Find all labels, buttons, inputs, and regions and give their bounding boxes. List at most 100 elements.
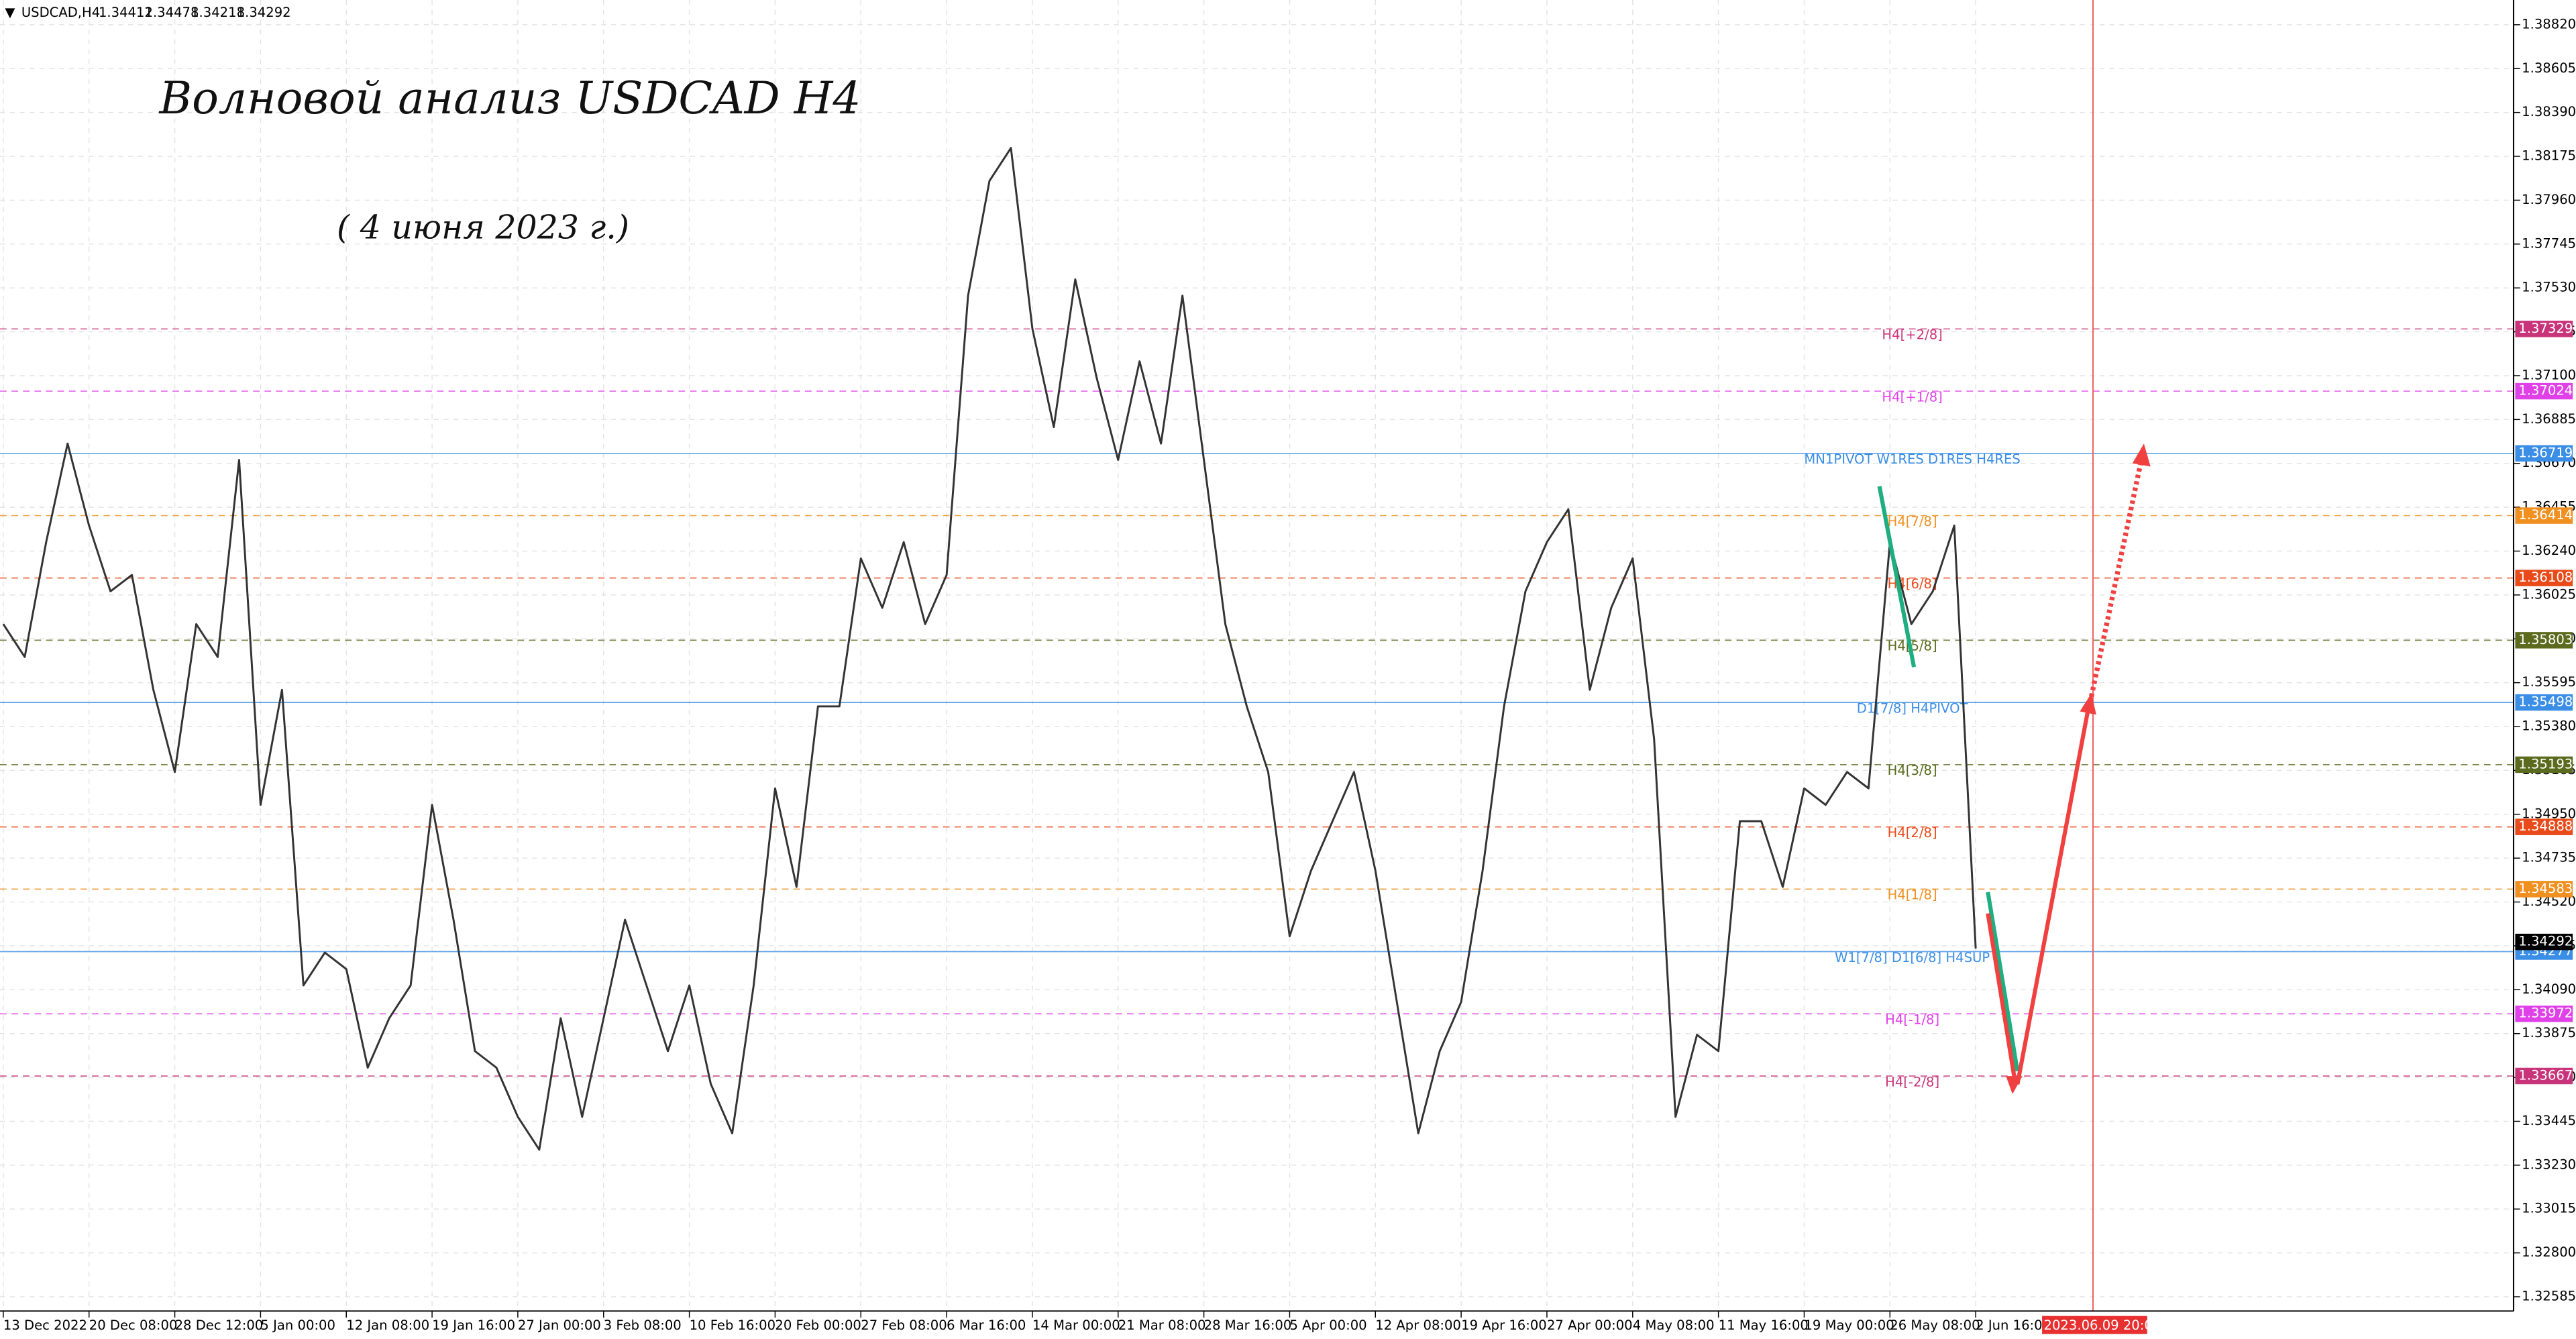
level-price-box [2515, 507, 2573, 524]
x-tick-label: 28 Dec 12:00 [175, 1318, 264, 1333]
forecast-dotted-line [2088, 462, 2143, 698]
level-price-box [2515, 321, 2573, 337]
y-tick-label: 1.34950 [2522, 806, 2576, 821]
y-tick-label: 1.37745 [2522, 235, 2576, 251]
x-tick-label: 27 Feb 08:00 [861, 1318, 947, 1333]
y-tick-label: 1.33445 [2522, 1113, 2576, 1128]
level-price-label: 1.33667 [2518, 1067, 2573, 1083]
x-tick-label: 5 Apr 00:00 [1289, 1318, 1366, 1333]
level-price-label: 1.36108 [2518, 570, 2573, 585]
x-tick-label: 20 Dec 08:00 [89, 1318, 178, 1333]
y-tick-label: 1.34735 [2522, 850, 2576, 865]
x-tick-label: 12 Apr 08:00 [1375, 1318, 1461, 1333]
x-tick-label: 21 Mar 08:00 [1118, 1318, 1206, 1333]
levels: H4[+2/8] H4[+1/8] MN1PIVOT W1RES D1RES H4R… [0, 327, 2514, 1089]
x-tick-label: 14 Mar 00:00 [1032, 1318, 1120, 1333]
level-name: W1[7/8] D1[6/8] H4SUP [1835, 950, 1990, 965]
forecast-line [1986, 913, 2017, 1077]
level-name: MN1PIVOT W1RES D1RES H4RES [1804, 451, 2020, 467]
wave-line [1986, 892, 2020, 1072]
close-price: 1.34292 [237, 5, 291, 20]
y-tick-label: 1.32585 [2522, 1289, 2576, 1304]
low-price: 1.34218 [191, 5, 245, 20]
level-name: H4[2/8] [1888, 825, 1937, 841]
forecast-line [2015, 709, 2090, 1085]
level-price-box [2515, 570, 2573, 586]
x-tick-label: 12 Jan 08:00 [346, 1318, 429, 1333]
y-tick-label: 1.34520 [2522, 894, 2576, 909]
time-marker-label: 2023.06.09 20:00 [2044, 1318, 2161, 1333]
x-tick-label: 27 Jan 00:00 [518, 1318, 601, 1333]
y-tick-label: 1.38390 [2522, 104, 2576, 119]
x-tick-label: 19 May 00:00 [1804, 1318, 1894, 1333]
level-name: H4[+1/8] [1882, 389, 1942, 405]
level-name: H4[7/8] [1888, 514, 1937, 529]
current-price-box [2515, 933, 2573, 951]
high-price: 1.34478 [145, 5, 199, 20]
wave-line [1877, 486, 1917, 667]
x-tick-label: 13 Dec 2022 [3, 1318, 87, 1333]
current-price-label: 1.34292 [2518, 934, 2573, 949]
grid [0, 0, 2514, 1311]
level-price-label: 1.33972 [2518, 1006, 2573, 1021]
level-price-box [2515, 1005, 2573, 1022]
y-tick-label: 1.35595 [2522, 674, 2576, 690]
level-price-box [2515, 756, 2573, 773]
y-tick-label: 1.37100 [2522, 367, 2576, 382]
x-tick-label: 19 Apr 16:00 [1461, 1318, 1547, 1333]
level-price-box [2515, 632, 2573, 649]
price-line [2, 147, 1977, 1151]
y-tick-label: 1.33230 [2522, 1157, 2576, 1172]
level-name: H4[6/8] [1888, 576, 1937, 592]
x-tick-label: 5 Jan 00:00 [260, 1318, 335, 1333]
level-name: D1[7/8] H4PIVOT [1857, 700, 1969, 716]
x-tick-label: 4 May 08:00 [1633, 1318, 1715, 1333]
chart-subtitle: ( 4 июня 2023 г.) [337, 208, 629, 246]
chart-title: Волновой анализ USDCAD H4 [159, 72, 861, 124]
y-tick-label: 1.38820 [2522, 16, 2576, 32]
level-price-label: 1.36719 [2518, 445, 2573, 460]
level-price-label: 1.36414 [2518, 507, 2573, 523]
x-tick-label: 2 Jun 16:00 [1976, 1318, 2051, 1333]
level-price-label: 1.37024 [2518, 383, 2573, 398]
level-name: H4[5/8] [1888, 639, 1937, 654]
forecast-drawing [1877, 443, 2151, 1095]
level-name: H4[-1/8] [1885, 1012, 1939, 1028]
level-price-label: 1.35193 [2518, 756, 2573, 771]
level-price-box [2515, 445, 2573, 462]
symbol: USDCAD,H4 [21, 5, 100, 20]
x-tick-label: 10 Feb 16:00 [690, 1318, 775, 1333]
level-price-label: 1.35803 [2518, 632, 2573, 647]
x-tick-label: 26 May 08:00 [1890, 1318, 1980, 1333]
level-name: H4[+2/8] [1882, 327, 1942, 343]
y-tick-label: 1.36240 [2522, 543, 2576, 558]
level-price-box [2515, 382, 2573, 400]
series [2, 147, 1977, 1151]
level-price-label: 1.37329 [2518, 321, 2573, 336]
arrow-head [2080, 693, 2096, 715]
level-price-box [2515, 818, 2573, 835]
x-tick-label: 20 Feb 00:00 [775, 1318, 861, 1333]
y-tick-label: 1.33015 [2522, 1201, 2576, 1216]
level-name: H4[3/8] [1888, 763, 1937, 778]
x-tick-label: 3 Feb 08:00 [604, 1318, 682, 1333]
level-price-label: 1.35498 [2518, 694, 2573, 710]
level-name: H4[1/8] [1888, 888, 1937, 903]
y-tick-label: 1.38605 [2522, 60, 2576, 76]
y-tick-label: 1.38175 [2522, 148, 2576, 164]
x-tick-label: 27 Apr 00:00 [1547, 1318, 1633, 1333]
y-tick-label: 1.36025 [2522, 586, 2576, 602]
y-tick-label: 1.36885 [2522, 411, 2576, 427]
y-tick-label: 1.35380 [2522, 718, 2576, 734]
y-tick-label: 1.37530 [2522, 280, 2576, 295]
level-name: H4[-2/8] [1885, 1074, 1939, 1089]
x-tick-label: 28 Mar 16:00 [1204, 1318, 1292, 1333]
header-arrow: ▼ [5, 5, 15, 20]
level-price-box [2515, 694, 2573, 711]
axis: 1.38820 1.38605 1.38390 1.38175 1.37960 1.377… [3, 16, 2576, 1333]
y-tick-label: 1.33875 [2522, 1025, 2576, 1040]
y-tick-label: 1.32800 [2522, 1244, 2576, 1260]
